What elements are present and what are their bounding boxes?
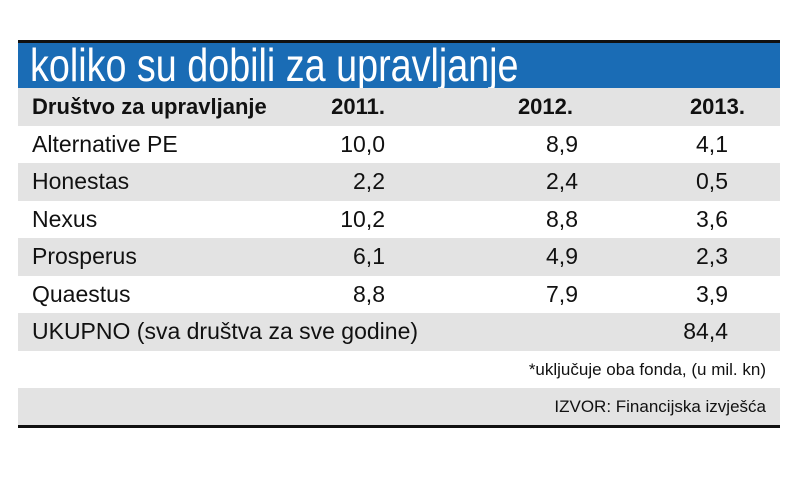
value-cell: 4,1 [696, 130, 728, 157]
company-name: Honestas [32, 168, 130, 194]
value-cell: 6,1 [353, 243, 385, 269]
value-cell: 7,9 [546, 280, 578, 307]
total-label: UKUPNO (sva društva za sve godine) [32, 318, 419, 344]
company-name: Alternative PE [32, 130, 178, 157]
note: *uključuje oba fonda, (u mil. kn) [528, 359, 766, 379]
value-cell: 8,8 [546, 205, 578, 232]
company-name: Nexus [32, 205, 98, 232]
value-cell: 3,9 [696, 280, 728, 307]
note-row: *uključuje oba fonda, (u mil. kn) [18, 351, 780, 389]
table-row: Prosperus 6,1 4,9 2,3 [18, 238, 780, 276]
value-cell: 2,3 [696, 243, 728, 269]
bottom-rule [18, 425, 780, 428]
table-row: Alternative PE 10,0 8,9 4,1 [18, 126, 780, 164]
total-value: 84,4 [683, 318, 728, 344]
table-row: Nexus 10,2 8,8 3,6 [18, 201, 780, 239]
header-row: Društvo za upravljanje 2011. 2012. 2013. [18, 88, 780, 126]
header-cell: Društvo za upravljanje [32, 94, 267, 119]
value-cell: 2,4 [546, 168, 578, 194]
value-cell: 2,2 [353, 168, 385, 194]
table-row: Honestas 2,2 2,4 0,5 [18, 163, 780, 201]
title: koliko su dobili za upravljanje [30, 39, 519, 91]
value-cell: 8,8 [353, 280, 385, 307]
header-cell: 2013. [689, 94, 745, 119]
company-name: Prosperus [32, 243, 137, 269]
value-cell: 10,2 [340, 205, 385, 232]
total-row: UKUPNO (sva društva za sve godine) 84,4 [18, 313, 780, 351]
source-row: IZVOR: Financijska izvješća [18, 388, 780, 426]
header-cell: 2011. [331, 94, 385, 119]
header-cell: 2012. [517, 94, 573, 119]
company-name: Quaestus [32, 280, 131, 307]
value-cell: 8,9 [546, 130, 578, 157]
source: IZVOR: Financijska izvješća [554, 397, 766, 416]
value-cell: 3,6 [696, 205, 728, 232]
value-cell: 4,9 [546, 243, 578, 269]
top-rule [18, 40, 780, 43]
table-row: Quaestus 8,8 7,9 3,9 [18, 276, 780, 314]
title-bar: koliko su dobili za upravljanje [18, 39, 780, 91]
value-cell: 0,5 [696, 168, 728, 194]
value-cell: 10,0 [340, 130, 385, 157]
